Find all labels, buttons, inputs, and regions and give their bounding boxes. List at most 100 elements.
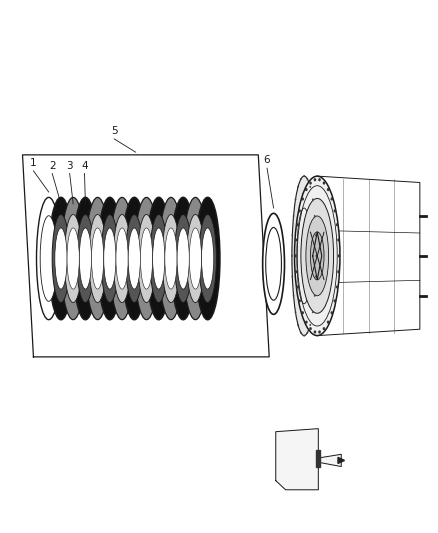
Circle shape — [331, 311, 333, 314]
Circle shape — [303, 175, 305, 177]
Ellipse shape — [294, 176, 340, 336]
Ellipse shape — [52, 214, 70, 303]
Ellipse shape — [141, 228, 152, 289]
Circle shape — [318, 178, 321, 181]
Ellipse shape — [162, 214, 180, 303]
Text: 2: 2 — [49, 161, 56, 171]
Circle shape — [309, 324, 311, 326]
Circle shape — [331, 197, 333, 200]
Circle shape — [336, 285, 339, 288]
Ellipse shape — [77, 214, 94, 303]
Circle shape — [315, 234, 317, 236]
Ellipse shape — [64, 214, 82, 303]
Ellipse shape — [36, 197, 61, 320]
Circle shape — [312, 198, 314, 200]
Ellipse shape — [67, 228, 79, 289]
Circle shape — [301, 197, 304, 200]
Ellipse shape — [189, 228, 201, 289]
Polygon shape — [338, 457, 345, 464]
Circle shape — [323, 327, 325, 330]
Circle shape — [309, 327, 312, 330]
Ellipse shape — [174, 214, 192, 303]
Circle shape — [291, 234, 293, 236]
Circle shape — [295, 198, 297, 200]
Circle shape — [298, 299, 301, 302]
Circle shape — [305, 320, 307, 324]
Circle shape — [300, 332, 302, 334]
Ellipse shape — [61, 197, 85, 320]
Circle shape — [314, 295, 316, 297]
Circle shape — [327, 320, 329, 324]
Ellipse shape — [104, 228, 116, 289]
Circle shape — [334, 209, 336, 213]
Circle shape — [336, 223, 339, 227]
Ellipse shape — [171, 197, 195, 320]
Ellipse shape — [128, 228, 141, 289]
Circle shape — [338, 254, 340, 257]
Circle shape — [291, 255, 293, 257]
Ellipse shape — [98, 197, 122, 320]
Circle shape — [315, 276, 317, 278]
Circle shape — [318, 330, 321, 334]
Ellipse shape — [89, 214, 106, 303]
Circle shape — [307, 178, 308, 180]
Circle shape — [296, 223, 299, 227]
Ellipse shape — [183, 197, 208, 320]
Circle shape — [294, 254, 297, 257]
Ellipse shape — [138, 214, 155, 303]
Circle shape — [297, 324, 299, 326]
Ellipse shape — [126, 214, 143, 303]
Circle shape — [298, 209, 301, 213]
Ellipse shape — [73, 197, 98, 320]
Ellipse shape — [187, 214, 204, 303]
Ellipse shape — [110, 197, 134, 320]
Circle shape — [301, 311, 304, 314]
Ellipse shape — [113, 214, 131, 303]
Circle shape — [314, 215, 316, 217]
Circle shape — [295, 311, 297, 313]
Ellipse shape — [199, 214, 216, 303]
Circle shape — [305, 188, 307, 191]
Ellipse shape — [311, 232, 324, 280]
Text: 4: 4 — [81, 161, 88, 171]
Ellipse shape — [49, 197, 73, 320]
Ellipse shape — [147, 197, 171, 320]
Circle shape — [337, 238, 340, 241]
Ellipse shape — [177, 228, 189, 289]
Ellipse shape — [55, 228, 67, 289]
Ellipse shape — [101, 214, 119, 303]
Text: 3: 3 — [67, 161, 73, 171]
Ellipse shape — [165, 228, 177, 289]
Circle shape — [291, 276, 293, 278]
Text: 5: 5 — [111, 126, 117, 136]
Ellipse shape — [301, 198, 334, 313]
Circle shape — [293, 295, 294, 297]
Polygon shape — [276, 429, 341, 490]
Ellipse shape — [195, 197, 220, 320]
Circle shape — [300, 178, 302, 180]
Circle shape — [295, 238, 297, 241]
Text: 6: 6 — [264, 156, 270, 165]
Circle shape — [334, 299, 336, 302]
Polygon shape — [316, 450, 320, 466]
Ellipse shape — [159, 197, 183, 320]
Circle shape — [296, 285, 299, 288]
Ellipse shape — [40, 216, 57, 301]
Ellipse shape — [263, 213, 285, 314]
Ellipse shape — [122, 197, 147, 320]
Circle shape — [303, 335, 305, 337]
Ellipse shape — [134, 197, 159, 320]
Ellipse shape — [150, 214, 168, 303]
Ellipse shape — [306, 216, 328, 296]
Circle shape — [297, 185, 299, 188]
Ellipse shape — [201, 228, 214, 289]
Ellipse shape — [116, 228, 128, 289]
Circle shape — [309, 185, 311, 188]
Ellipse shape — [85, 197, 110, 320]
Circle shape — [323, 181, 325, 184]
Ellipse shape — [79, 228, 92, 289]
Circle shape — [293, 215, 294, 217]
Ellipse shape — [92, 228, 104, 289]
Text: 1: 1 — [30, 158, 37, 168]
Circle shape — [314, 330, 316, 334]
